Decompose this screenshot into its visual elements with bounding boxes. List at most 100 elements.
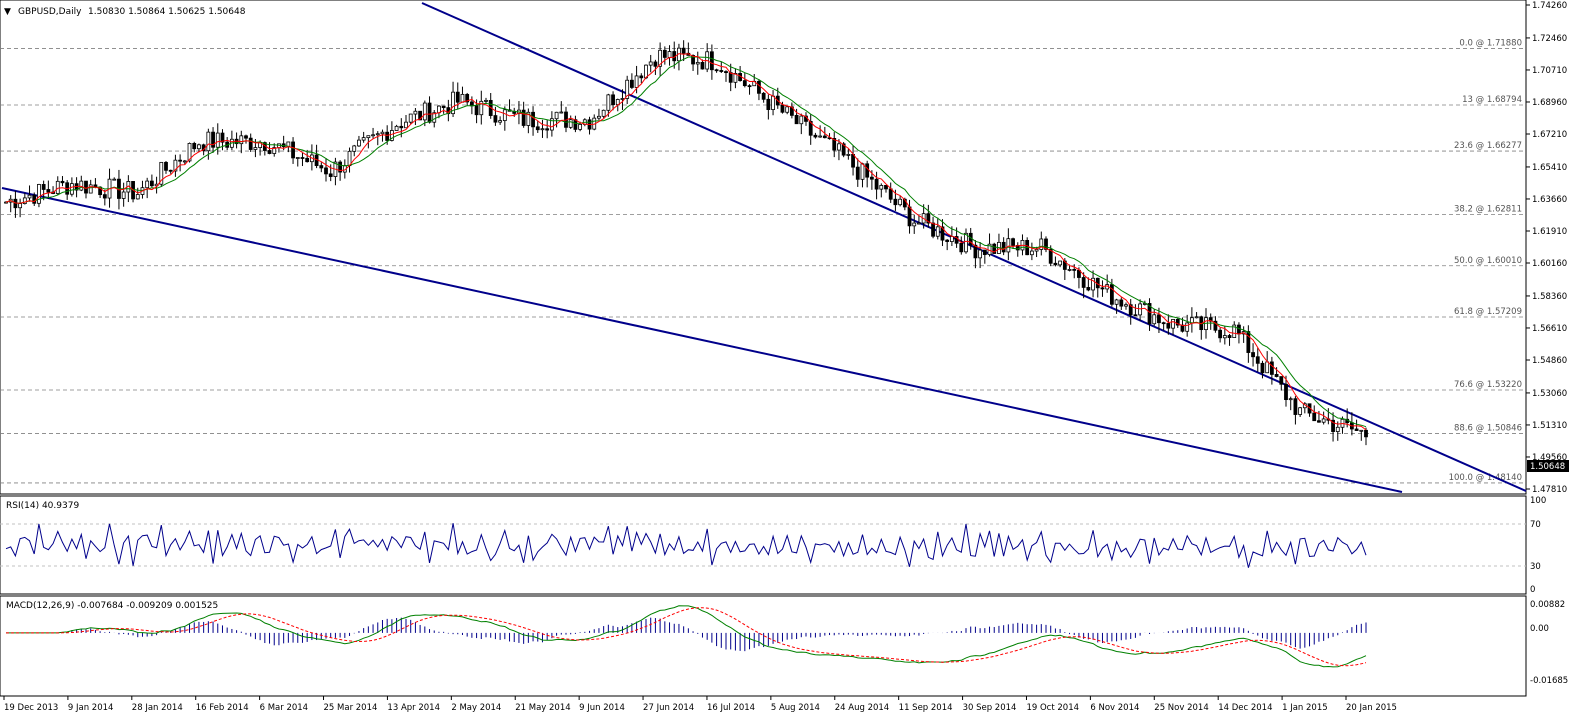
price-tick-label: 1.53060 [1532,389,1567,399]
date-tick-label: 1 Jan 2015 [1282,703,1328,713]
current-price-text: 1.50648 [1530,462,1565,472]
candle-bear [1213,320,1218,331]
fib-level-label: 23.6 @ 1.66277 [1454,141,1522,151]
candle-bull [22,197,27,204]
candle-bull [578,123,583,130]
candle-bear [714,69,719,72]
candle-bull [18,203,23,209]
candle-bull [559,111,564,114]
candle-bear [728,72,733,83]
date-tick-label: 20 Jan 2015 [1346,703,1397,713]
fib-level-label: 61.8 @ 1.57209 [1454,307,1522,317]
candle-bull [658,49,663,67]
date-tick-label: 24 Aug 2014 [835,703,889,713]
price-tick-label: 1.65410 [1532,163,1567,173]
candle-bear [41,184,46,190]
candle-bear [1274,374,1279,377]
candle-bear [149,180,154,187]
candle-bull [1265,361,1270,374]
candle-bull [1222,335,1227,339]
fib-level-label: 100.0 @ 1.48140 [1449,473,1522,483]
candle-bull [182,160,187,163]
candle-bull [432,112,437,123]
candle-bear [1119,299,1124,307]
candle-bear [1081,277,1086,288]
fib-level-label: 88.6 @ 1.50846 [1454,423,1522,433]
candle-bear [766,98,771,110]
price-tick-label: 1.56610 [1532,324,1567,334]
candle-bear [832,138,837,151]
candle-bear [1180,324,1185,332]
date-tick-label: 6 Mar 2014 [260,703,308,713]
candle-bull [197,144,201,150]
candle-bear [305,157,310,163]
candle-bear [1237,324,1241,335]
candle-bear [102,194,107,199]
candle-bear [545,128,550,131]
rsi-panel[interactable] [0,495,1527,595]
channel-lower-line [1,187,1403,493]
candle-bear [691,55,695,65]
price-panel[interactable] [0,0,1527,495]
candle-bull [935,226,940,237]
candle-bull [1321,418,1326,423]
date-tick-label: 30 Sep 2014 [963,703,1017,713]
candle-bull [1006,238,1011,253]
candle-bear [1100,287,1105,290]
candle-bull [253,147,258,150]
candle-bear [455,91,460,103]
candle-bull [597,115,601,119]
rsi-line [5,523,1367,568]
candle-bull [352,145,357,152]
price-tick-label: 1.68960 [1532,98,1567,108]
date-tick-label: 13 Apr 2014 [387,703,440,713]
candle-bear [418,110,423,121]
candle-bull [1359,429,1364,432]
candle-bull [375,133,380,136]
candle-bear [84,180,88,194]
candle-bear [841,143,846,156]
candle-bear [1364,429,1368,438]
candle-bear [865,163,870,178]
menu-triangle-icon[interactable]: ▼ [4,7,11,17]
candle-bear [1072,268,1077,271]
candle-bull [549,118,554,131]
candle-bear [1044,238,1048,250]
candle-bear [1147,303,1152,325]
candle-bull [1185,322,1190,332]
candle-bull [606,94,611,111]
candle-bear [1053,262,1058,266]
rsi-tick-30: 30 [1530,562,1541,572]
candle-bear [611,94,615,106]
candle-bull [69,183,74,195]
candle-bull [978,249,983,259]
candle-bear [1317,420,1321,423]
candle-bull [295,157,300,159]
candle-bear [244,135,248,139]
candle-bull [771,95,775,110]
candle-bear [992,243,997,254]
candle-bear [893,198,898,206]
candle-bull [215,132,220,148]
candle-bull [422,102,427,121]
macd-panel[interactable] [0,595,1527,697]
candle-bear [164,161,168,171]
candle-bear [267,150,272,154]
candle-bear [1218,329,1223,339]
candle-bear [888,188,893,200]
candle-bear [1293,398,1298,415]
candle-bull [366,135,371,139]
candle-bear [757,80,761,94]
fib-level-label: 13 @ 1.68794 [1462,95,1522,105]
candle-bull [55,180,60,194]
candle-bull [1058,260,1063,266]
macd-axis: 0.00882 0.00 -0.01685 [1530,600,1568,686]
candle-bear [1312,412,1317,422]
price-tick-label: 1.54860 [1532,356,1567,366]
candle-bear [535,126,540,131]
date-tick-label: 2 May 2014 [451,703,501,713]
candle-bull [1232,324,1237,338]
candle-bear [1208,317,1213,322]
macd-label: MACD(12,26,9) -0.007684 -0.009209 0.0015… [6,601,218,611]
